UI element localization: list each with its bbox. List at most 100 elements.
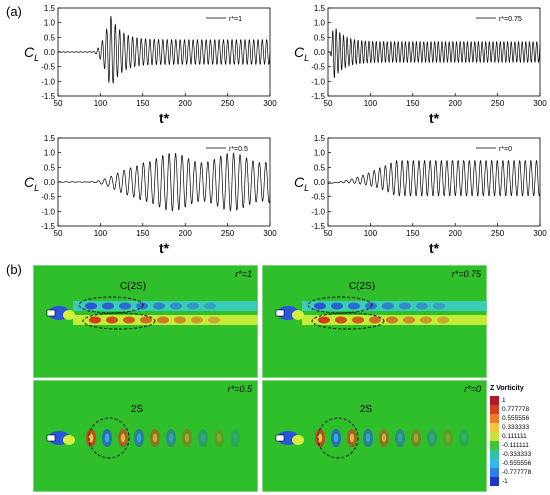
positive-vortex: [352, 316, 364, 324]
negative-vortex: [416, 302, 428, 310]
x-tick-label: 50: [324, 99, 333, 108]
y-tick-label: 1.0: [314, 19, 326, 28]
x-tick-label: 300: [263, 229, 277, 238]
vorticity-colorbar: Z Vorticity 1 0.777778 0.555556 0.333333 0.11…: [490, 385, 532, 486]
x-tick-label: 50: [324, 229, 333, 238]
colorbar-swatch: [490, 405, 499, 414]
x-tick-label: 200: [179, 99, 193, 108]
part-b-label: (b): [6, 262, 22, 277]
x-axis-label: t*: [429, 110, 440, 126]
y-tick-label: 1.0: [314, 149, 326, 158]
negative-vortex: [187, 302, 199, 310]
y-tick-label: 0.0: [44, 178, 56, 187]
y-tick-label: -0.5: [311, 63, 325, 72]
colorbar-swatch: [490, 468, 499, 477]
y-tick-label: -1.0: [41, 207, 55, 216]
mode-annotation: C(2S): [120, 281, 146, 292]
cylinder-body: [46, 434, 56, 442]
vorticity-panel-r0: 2S r*=0: [262, 380, 487, 492]
series-line: [57, 152, 271, 212]
wake-band-upper: [302, 301, 487, 311]
colorbar-swatch: [490, 414, 499, 423]
positive-vortex: [318, 316, 330, 324]
vortex-core: [152, 433, 158, 443]
negative-vortex: [459, 429, 469, 447]
cylinder-body: [275, 309, 285, 317]
vortex-core: [136, 433, 142, 443]
positive-vortex: [140, 316, 152, 324]
y-tick-label: -1.5: [41, 222, 55, 231]
y-axis-label: CL: [294, 44, 309, 63]
colorbar-tick: -1: [502, 478, 508, 485]
chart-r1: -1.5 -1.0 -0.5 0.0 0.5 1.0 1.5 50 100 150 200 250 30…: [24, 4, 277, 126]
x-tick-label: 250: [491, 99, 505, 108]
mode-outline: [317, 417, 359, 459]
x-tick-label: 300: [533, 229, 547, 238]
x-tick-label: 100: [364, 99, 378, 108]
panel-label: r*=0.5: [228, 384, 253, 394]
x-tick-label: 250: [491, 229, 505, 238]
colorbar-tick: 0.777778: [502, 406, 529, 413]
negative-vortex: [204, 302, 216, 310]
x-tick-label: 50: [54, 99, 63, 108]
colorbar-swatch: [490, 441, 499, 450]
y-tick-label: 0.5: [44, 163, 56, 172]
positive-vortex: [174, 316, 186, 324]
y-tick-label: 0.5: [44, 33, 56, 42]
y-tick-label: -1.0: [311, 77, 325, 86]
colorbar-swatch: [490, 423, 499, 432]
negative-vortex: [136, 302, 148, 310]
vortex-core: [184, 433, 190, 443]
negative-vortex: [170, 302, 182, 310]
y-tick-label: 0.5: [314, 33, 326, 42]
y-axis-label: CL: [294, 174, 309, 193]
x-axis-label: t*: [159, 110, 170, 126]
cylinder-body: [275, 434, 285, 442]
colorbar-tick: 0.333333: [502, 424, 529, 431]
y-tick-label: -1.0: [41, 77, 55, 86]
positive-vortex: [89, 316, 101, 324]
chart-r0: -1.5 -1.0 -0.5 0.0 0.5 1.0 1.5 50 100 150 200 250 30…: [294, 134, 547, 256]
vortex-core: [445, 433, 451, 443]
positive-vortex: [157, 316, 169, 324]
vortex-core: [333, 433, 339, 443]
y-axis-label: CL: [24, 44, 39, 63]
mode-outline: [82, 312, 156, 330]
y-tick-label: 0.0: [314, 178, 326, 187]
near-body-vortex: [63, 310, 75, 320]
chart-r075: -1.5 -1.0 -0.5 0.0 0.5 1.0 1.5 50 100 150 200 250 30…: [294, 4, 547, 126]
positive-vortex: [420, 316, 432, 324]
negative-vortex: [230, 429, 240, 447]
colorbar-swatch: [490, 432, 499, 441]
colorbar-title: Z Vorticity: [490, 385, 524, 392]
vortex-core: [397, 433, 403, 443]
positive-vortex: [403, 316, 415, 324]
vortex-core: [168, 433, 174, 443]
positive-vortex: [386, 316, 398, 324]
positive-vortex: [191, 316, 203, 324]
positive-vortex: [437, 316, 449, 324]
negative-vortex: [382, 302, 394, 310]
x-axis-label: t*: [429, 240, 440, 256]
chart-r05: -1.5 -1.0 -0.5 0.0 0.5 1.0 1.5 50 100 150 200 250 30…: [24, 134, 277, 256]
y-tick-label: 1.5: [44, 134, 56, 143]
vortex-core: [461, 433, 467, 443]
positive-vortex: [208, 316, 220, 324]
y-tick-label: 1.5: [314, 134, 326, 143]
mode-annotation: C(2S): [349, 281, 375, 292]
series-line: [57, 15, 271, 84]
positive-vortex: [443, 429, 453, 447]
legend-label: r*=0.75: [499, 16, 522, 23]
positive-vortex: [123, 316, 135, 324]
x-tick-label: 300: [533, 99, 547, 108]
cylinder-body: [46, 309, 56, 317]
negative-vortex: [102, 302, 114, 310]
vortex-core: [200, 433, 206, 443]
colorbar-swatch: [490, 450, 499, 459]
y-tick-label: 0.5: [314, 163, 326, 172]
vortex-core: [381, 433, 387, 443]
colorbar-tick: 0.111111: [502, 433, 527, 440]
positive-vortex: [182, 429, 192, 447]
vortex-core: [349, 433, 355, 443]
panel-label: r*=0.75: [452, 269, 482, 279]
